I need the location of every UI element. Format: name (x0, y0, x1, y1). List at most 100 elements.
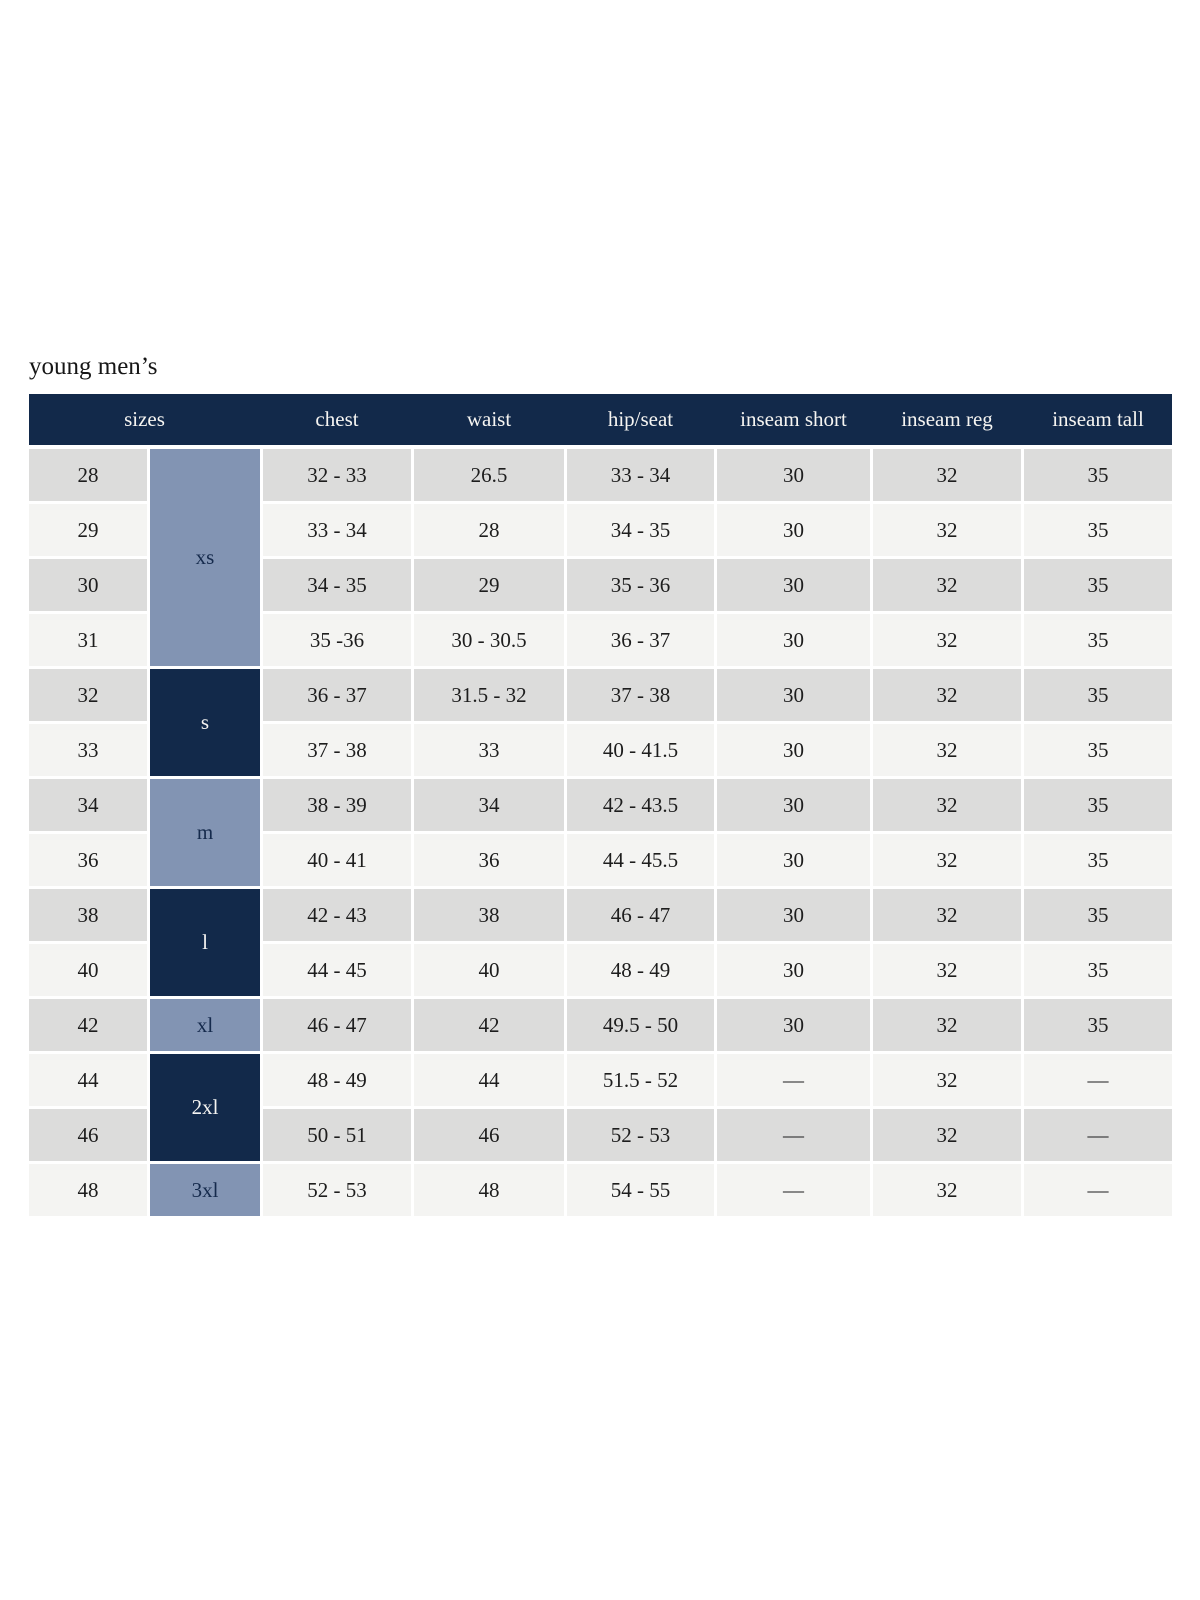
measurement-cell-inseam-short: — (717, 1109, 870, 1161)
measurement-cell-inseam-reg: 32 (873, 504, 1021, 556)
measurement-cell-waist: 46 (414, 1109, 564, 1161)
measurement-cell-inseam-tall: 35 (1024, 724, 1172, 776)
measurement-cell-hip-seat: 42 - 43.5 (567, 779, 714, 831)
measurement-cell-inseam-tall: 35 (1024, 834, 1172, 886)
measurement-cell-chest: 52 - 53 (263, 1164, 411, 1216)
measurement-cell-hip-seat: 40 - 41.5 (567, 724, 714, 776)
column-header-sizes: sizes (29, 394, 260, 445)
measurement-cell-waist: 40 (414, 944, 564, 996)
column-header-inseam-reg: inseam reg (873, 394, 1021, 445)
measurement-cell-chest: 34 - 35 (263, 559, 411, 611)
measurement-cell-chest: 36 - 37 (263, 669, 411, 721)
measurement-cell-hip-seat: 33 - 34 (567, 449, 714, 501)
measurement-cell-inseam-short: 30 (717, 559, 870, 611)
measurement-cell-inseam-reg: 32 (873, 1109, 1021, 1161)
measurement-cell-inseam-reg: 32 (873, 559, 1021, 611)
numeric-size-cell: 30 (29, 559, 147, 611)
measurement-cell-inseam-reg: 32 (873, 1054, 1021, 1106)
measurement-cell-waist: 44 (414, 1054, 564, 1106)
measurement-cell-inseam-short: 30 (717, 779, 870, 831)
column-header-hip-seat: hip/seat (567, 394, 714, 445)
size-group-label-m: m (150, 779, 260, 886)
measurement-cell-waist: 34 (414, 779, 564, 831)
measurement-cell-inseam-tall: 35 (1024, 449, 1172, 501)
measurement-cell-inseam-tall: 35 (1024, 559, 1172, 611)
young-mens-size-chart: sizes chest waist hip/seat inseam short … (29, 394, 1172, 1216)
measurement-cell-chest: 38 - 39 (263, 779, 411, 831)
measurement-cell-chest: 37 - 38 (263, 724, 411, 776)
column-header-inseam-short: inseam short (717, 394, 870, 445)
measurement-cell-hip-seat: 37 - 38 (567, 669, 714, 721)
size-group-label-2xl: 2xl (150, 1054, 260, 1161)
measurement-cell-inseam-tall: — (1024, 1109, 1172, 1161)
measurement-cell-inseam-reg: 32 (873, 944, 1021, 996)
measurement-cell-waist: 30 - 30.5 (414, 614, 564, 666)
measurement-cell-chest: 32 - 33 (263, 449, 411, 501)
column-header-chest: chest (263, 394, 411, 445)
size-group-label-xs: xs (150, 449, 260, 666)
numeric-size-cell: 44 (29, 1054, 147, 1106)
measurement-cell-inseam-short: — (717, 1164, 870, 1216)
measurement-cell-chest: 35 -36 (263, 614, 411, 666)
measurement-cell-hip-seat: 52 - 53 (567, 1109, 714, 1161)
measurement-cell-hip-seat: 54 - 55 (567, 1164, 714, 1216)
measurement-cell-inseam-tall: 35 (1024, 999, 1172, 1051)
measurement-cell-inseam-reg: 32 (873, 614, 1021, 666)
measurement-cell-inseam-short: 30 (717, 889, 870, 941)
table-header-row: sizes chest waist hip/seat inseam short … (29, 394, 1172, 445)
measurement-cell-chest: 33 - 34 (263, 504, 411, 556)
numeric-size-cell: 31 (29, 614, 147, 666)
measurement-cell-hip-seat: 35 - 36 (567, 559, 714, 611)
measurement-cell-waist: 28 (414, 504, 564, 556)
size-group-label-s: s (150, 669, 260, 776)
measurement-cell-inseam-reg: 32 (873, 834, 1021, 886)
numeric-size-cell: 42 (29, 999, 147, 1051)
measurement-cell-inseam-short: 30 (717, 449, 870, 501)
measurement-cell-inseam-reg: 32 (873, 1164, 1021, 1216)
size-group-label-3xl: 3xl (150, 1164, 260, 1216)
measurement-cell-inseam-tall: 35 (1024, 614, 1172, 666)
numeric-size-cell: 28 (29, 449, 147, 501)
numeric-size-cell: 34 (29, 779, 147, 831)
column-header-waist: waist (414, 394, 564, 445)
measurement-cell-waist: 31.5 - 32 (414, 669, 564, 721)
measurement-cell-chest: 50 - 51 (263, 1109, 411, 1161)
measurement-cell-inseam-short: 30 (717, 614, 870, 666)
measurement-cell-chest: 40 - 41 (263, 834, 411, 886)
measurement-cell-inseam-reg: 32 (873, 999, 1021, 1051)
measurement-cell-hip-seat: 44 - 45.5 (567, 834, 714, 886)
measurement-cell-waist: 38 (414, 889, 564, 941)
numeric-size-cell: 36 (29, 834, 147, 886)
numeric-size-cell: 48 (29, 1164, 147, 1216)
numeric-size-cell: 46 (29, 1109, 147, 1161)
measurement-cell-chest: 42 - 43 (263, 889, 411, 941)
measurement-cell-hip-seat: 49.5 - 50 (567, 999, 714, 1051)
measurement-cell-inseam-short: 30 (717, 669, 870, 721)
column-header-inseam-tall: inseam tall (1024, 394, 1172, 445)
numeric-size-cell: 33 (29, 724, 147, 776)
measurement-cell-waist: 36 (414, 834, 564, 886)
measurement-cell-inseam-reg: 32 (873, 449, 1021, 501)
measurement-cell-waist: 33 (414, 724, 564, 776)
measurement-cell-inseam-tall: — (1024, 1054, 1172, 1106)
measurement-cell-inseam-short: 30 (717, 944, 870, 996)
measurement-cell-chest: 46 - 47 (263, 999, 411, 1051)
measurement-cell-inseam-tall: 35 (1024, 944, 1172, 996)
measurement-cell-inseam-reg: 32 (873, 889, 1021, 941)
size-group-label-l: l (150, 889, 260, 996)
measurement-cell-waist: 48 (414, 1164, 564, 1216)
measurement-cell-inseam-reg: 32 (873, 779, 1021, 831)
size-guide-page: young men’s sizes chest waist hip/seat i… (29, 353, 1172, 1216)
measurement-cell-inseam-tall: 35 (1024, 779, 1172, 831)
measurement-cell-hip-seat: 34 - 35 (567, 504, 714, 556)
numeric-size-cell: 40 (29, 944, 147, 996)
measurement-cell-inseam-short: 30 (717, 724, 870, 776)
measurement-cell-hip-seat: 46 - 47 (567, 889, 714, 941)
measurement-cell-inseam-tall: 35 (1024, 504, 1172, 556)
measurement-cell-inseam-short: — (717, 1054, 870, 1106)
measurement-cell-inseam-reg: 32 (873, 724, 1021, 776)
size-group-label-xl: xl (150, 999, 260, 1051)
measurement-cell-chest: 44 - 45 (263, 944, 411, 996)
measurement-cell-inseam-tall: — (1024, 1164, 1172, 1216)
measurement-cell-waist: 42 (414, 999, 564, 1051)
